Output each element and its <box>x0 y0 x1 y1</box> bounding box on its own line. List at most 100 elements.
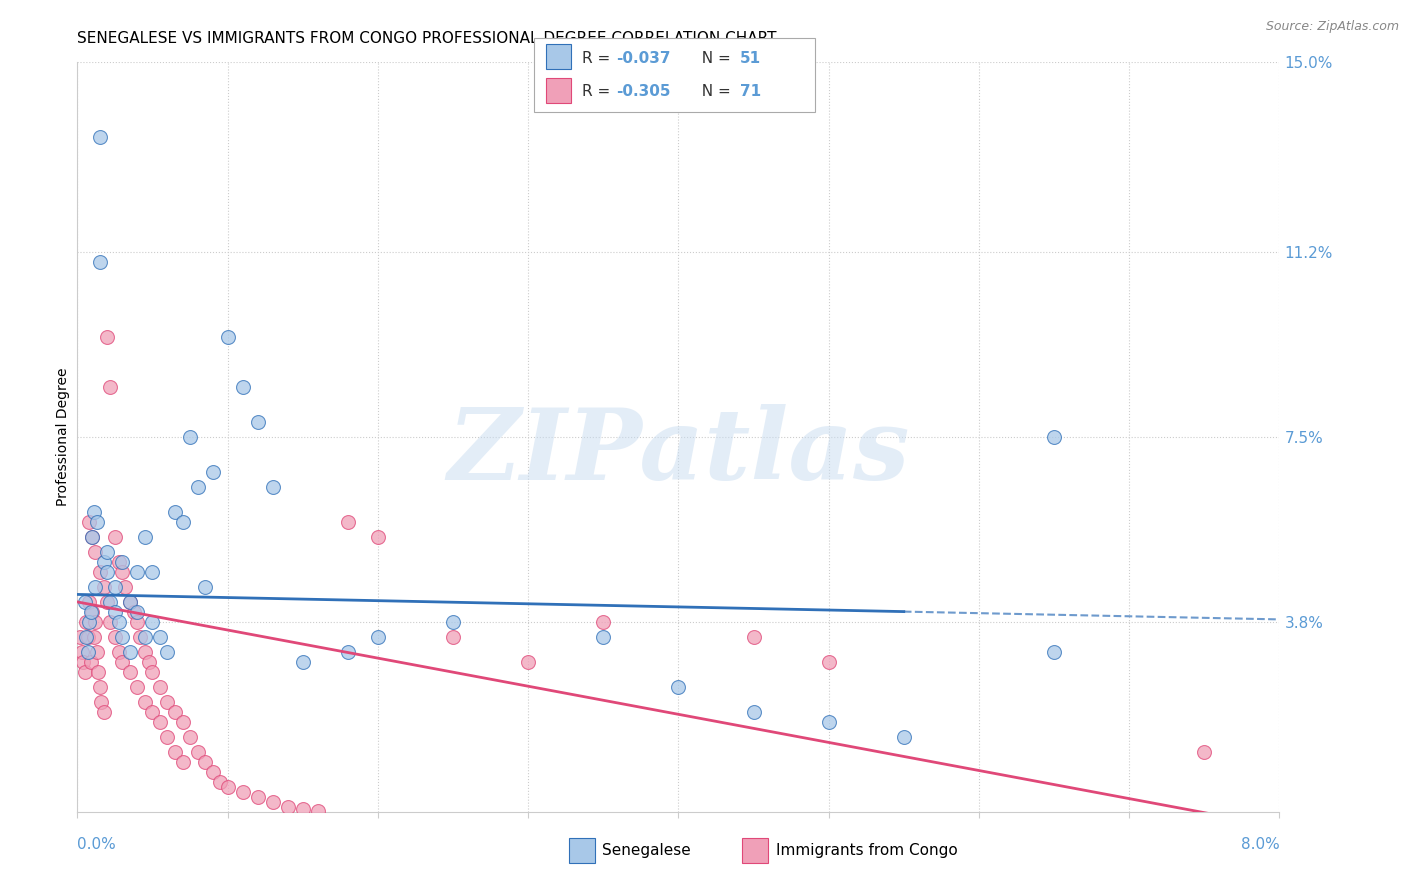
Point <box>84 545 107 559</box>
Point <box>127 615 149 629</box>
Point <box>79 515 101 529</box>
Point <box>75 615 97 629</box>
Point <box>127 605 149 619</box>
Point <box>246 789 269 804</box>
Point <box>194 580 217 594</box>
Point <box>100 595 122 609</box>
Point <box>96 545 118 559</box>
Y-axis label: Professional Degree: Professional Degree <box>56 368 70 507</box>
Point <box>307 804 329 818</box>
Point <box>149 714 172 729</box>
Point <box>111 655 134 669</box>
Point <box>336 645 359 659</box>
Point <box>108 645 131 659</box>
Point <box>201 764 224 779</box>
Point <box>100 380 122 394</box>
Point <box>86 645 108 659</box>
Point <box>83 630 105 644</box>
Text: -0.037: -0.037 <box>616 52 671 66</box>
Point <box>108 615 131 629</box>
Point <box>291 655 314 669</box>
Point <box>79 595 101 609</box>
Point <box>93 555 115 569</box>
Point <box>79 615 101 629</box>
Point <box>76 645 98 659</box>
Text: R =: R = <box>582 52 616 66</box>
Point <box>108 555 131 569</box>
Text: ZIPatlas: ZIPatlas <box>447 404 910 500</box>
Point <box>817 714 839 729</box>
Point <box>93 705 115 719</box>
Point <box>592 630 614 644</box>
Point <box>96 330 118 344</box>
Point <box>82 605 104 619</box>
Point <box>1194 745 1216 759</box>
Point <box>1043 645 1066 659</box>
Point <box>118 595 141 609</box>
Point <box>217 780 239 794</box>
Point <box>73 595 96 609</box>
Point <box>217 330 239 344</box>
Point <box>592 615 614 629</box>
Point <box>100 615 122 629</box>
Point <box>104 605 127 619</box>
Point <box>367 530 389 544</box>
Point <box>129 630 152 644</box>
Point <box>104 630 127 644</box>
Point <box>89 255 111 269</box>
Point <box>70 645 93 659</box>
Point <box>87 665 110 679</box>
Point <box>86 515 108 529</box>
Text: 71: 71 <box>740 84 761 98</box>
Point <box>336 515 359 529</box>
Point <box>75 630 97 644</box>
Point <box>134 530 156 544</box>
Point <box>89 565 111 579</box>
Point <box>517 655 540 669</box>
Point <box>89 130 111 145</box>
Point <box>262 480 284 494</box>
Point <box>163 505 186 519</box>
Text: -0.305: -0.305 <box>616 84 671 98</box>
Point <box>82 530 104 544</box>
Point <box>668 680 690 694</box>
Point <box>441 630 464 644</box>
Point <box>118 665 141 679</box>
Point <box>367 630 389 644</box>
Point <box>156 695 179 709</box>
Point <box>73 665 96 679</box>
Point <box>96 595 118 609</box>
Point <box>93 580 115 594</box>
Point <box>114 580 136 594</box>
Point <box>96 565 118 579</box>
Point <box>149 680 172 694</box>
Point <box>124 605 146 619</box>
Point <box>134 645 156 659</box>
Point <box>817 655 839 669</box>
Text: 8.0%: 8.0% <box>1240 837 1279 852</box>
Point <box>172 515 194 529</box>
Text: Senegalese: Senegalese <box>602 844 690 858</box>
Point <box>246 415 269 429</box>
Point <box>118 595 141 609</box>
Point <box>163 745 186 759</box>
Point <box>80 655 103 669</box>
Point <box>194 755 217 769</box>
Point <box>134 630 156 644</box>
Point <box>232 785 254 799</box>
Point <box>742 630 765 644</box>
Point <box>141 665 163 679</box>
Point <box>84 580 107 594</box>
Point <box>141 615 163 629</box>
Point <box>893 730 915 744</box>
Point <box>742 705 765 719</box>
Point <box>84 615 107 629</box>
Point <box>201 465 224 479</box>
Point <box>83 505 105 519</box>
Point <box>69 630 91 644</box>
Point <box>76 630 98 644</box>
Point <box>104 580 127 594</box>
Text: Source: ZipAtlas.com: Source: ZipAtlas.com <box>1265 20 1399 33</box>
Point <box>141 565 163 579</box>
Point <box>232 380 254 394</box>
